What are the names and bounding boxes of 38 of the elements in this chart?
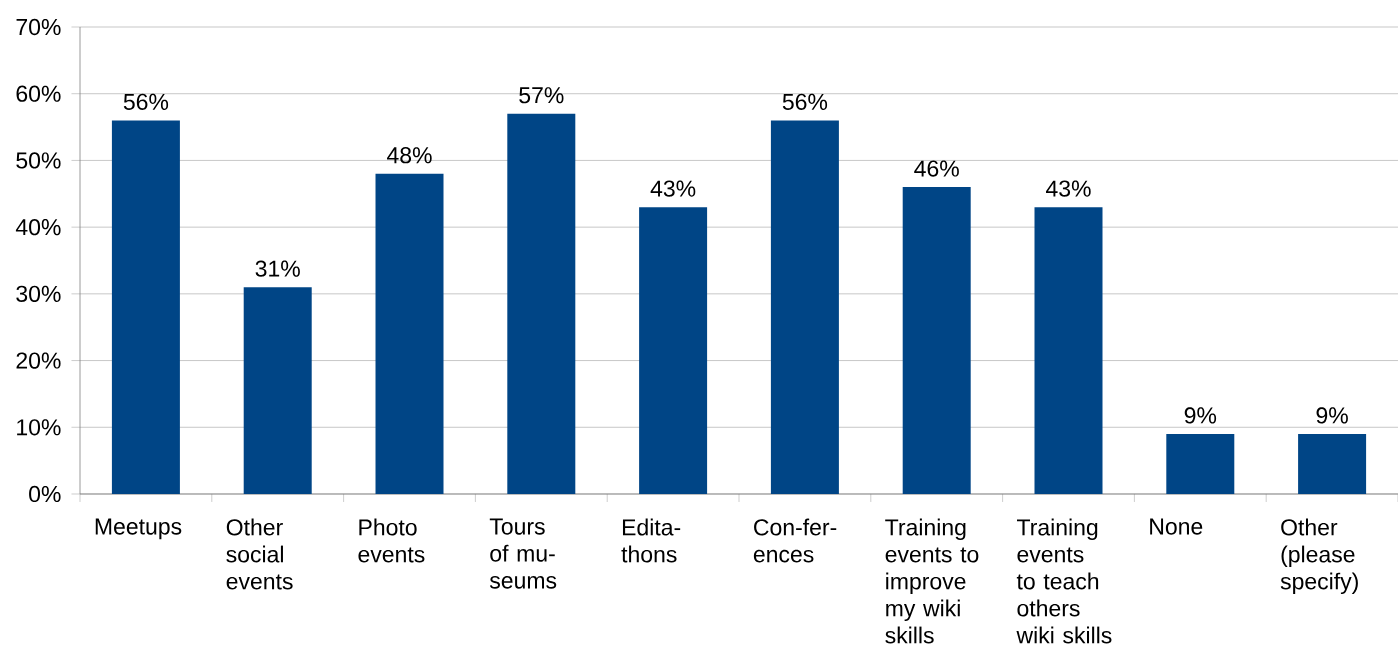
bar	[111, 120, 180, 494]
data-label: 31%	[255, 260, 300, 277]
data-label: 9%	[1184, 407, 1217, 424]
bar	[1298, 433, 1367, 494]
x-tick-label: Other (please specify)	[1280, 518, 1358, 595]
bar	[770, 120, 839, 494]
x-tick-label: Con-fer-ences	[753, 518, 837, 563]
bar	[639, 207, 708, 494]
y-tick-label: 30%	[16, 285, 61, 302]
x-tick-label: Meetups	[95, 518, 182, 540]
data-label: 43%	[1046, 180, 1091, 197]
y-tick-label: 60%	[16, 85, 61, 102]
x-tick-label: Training events to teach others wiki skills	[1016, 518, 1112, 644]
bar	[375, 173, 444, 494]
y-tick-label: 20%	[16, 352, 61, 369]
x-tick-label: Photo events	[358, 518, 425, 563]
data-label: 56%	[123, 93, 169, 110]
x-tick-label: Other social events	[226, 518, 293, 590]
y-tick-label: 70%	[16, 18, 61, 36]
y-tick-label: 50%	[16, 152, 61, 169]
y-tick-label: 10%	[17, 419, 61, 436]
data-label: 56%	[782, 93, 828, 110]
bar	[1034, 207, 1103, 494]
data-label: 57%	[519, 87, 564, 104]
data-label: 43%	[650, 180, 696, 197]
y-tick-label: 40%	[15, 219, 61, 236]
x-tick-label: None	[1150, 518, 1203, 535]
data-label: 9%	[1316, 407, 1348, 424]
x-tick-label: Tours of mu-seums	[489, 518, 557, 589]
bar	[902, 187, 971, 494]
x-tick-label: Edita-thons	[621, 518, 681, 563]
data-label: 46%	[914, 160, 959, 177]
bar	[507, 113, 576, 494]
bar	[243, 287, 312, 494]
y-tick-label: 0%	[29, 485, 61, 503]
x-tick-label: Training events to improve my wiki skills	[885, 518, 979, 644]
bar	[1166, 433, 1235, 494]
data-label: 48%	[387, 147, 432, 164]
